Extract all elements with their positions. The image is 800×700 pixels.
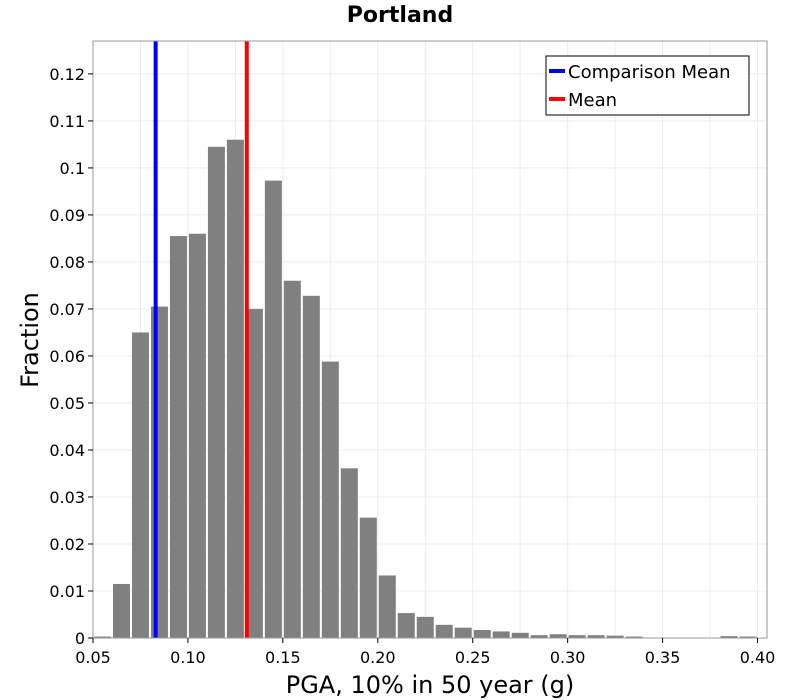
- histogram-bar: [112, 583, 130, 638]
- histogram-bar: [226, 139, 244, 638]
- x-tick-label: 0.35: [645, 648, 681, 667]
- y-tick-label: 0.11: [49, 112, 85, 131]
- legend-label: Mean: [568, 90, 617, 111]
- histogram-bar: [625, 636, 643, 638]
- histogram-bar: [245, 308, 263, 638]
- histogram-bar: [739, 636, 757, 638]
- y-tick-label: 0.08: [49, 253, 85, 272]
- y-tick-label: 0.02: [49, 535, 85, 554]
- x-tick-label: 0.40: [740, 648, 776, 667]
- x-tick-label: 0.10: [170, 648, 206, 667]
- mean-lines: [153, 41, 249, 638]
- y-tick-label: 0: [75, 629, 85, 648]
- x-tick-label: 0.20: [360, 648, 396, 667]
- histogram-bar: [378, 575, 396, 638]
- histogram-bar: [321, 361, 339, 638]
- histogram-bar: [207, 146, 225, 639]
- y-axis-title: Fraction: [16, 292, 44, 388]
- y-tick-label: 0.09: [49, 206, 85, 225]
- plot-frame: [92, 40, 768, 639]
- histogram-bar: [473, 630, 491, 638]
- histogram-bar: [492, 631, 510, 638]
- histogram-bar: [435, 624, 453, 638]
- histogram-bar: [264, 180, 282, 638]
- x-axis-title: PGA, 10% in 50 year (g): [286, 671, 575, 699]
- histogram-bar: [568, 635, 586, 638]
- y-tick-label: 0.06: [49, 347, 85, 366]
- histogram-bar: [340, 468, 358, 638]
- histogram-bar: [454, 627, 472, 638]
- histogram-bar: [188, 233, 206, 638]
- histogram-bar: [283, 280, 301, 638]
- histogram-bars: [94, 139, 757, 639]
- histogram-bar: [397, 613, 415, 638]
- histogram-bar: [302, 295, 320, 638]
- x-axis-ticks: 0.05 0.10 0.15 0.20 0.25 0.30 0.35 0.40: [75, 638, 775, 667]
- histogram-bar: [359, 517, 377, 638]
- y-tick-label: 0.1: [60, 159, 85, 178]
- y-tick-label: 0.07: [49, 300, 85, 319]
- x-tick-label: 0.05: [75, 648, 111, 667]
- histogram-bar: [169, 236, 187, 638]
- y-tick-label: 0.01: [49, 582, 85, 601]
- x-tick-label: 0.15: [265, 648, 301, 667]
- histogram-bar: [587, 635, 605, 638]
- histogram-bar: [530, 635, 548, 638]
- legend-box: [545, 55, 750, 116]
- histogram-bar: [94, 636, 111, 638]
- histogram-bar: [131, 332, 149, 638]
- legend-label: Comparison Mean: [568, 62, 731, 83]
- chart-title: Portland: [347, 3, 453, 28]
- histogram-bar: [150, 306, 168, 638]
- y-tick-label: 0.04: [49, 441, 85, 460]
- histogram-bar: [416, 616, 434, 638]
- histogram-bar: [549, 634, 567, 638]
- x-tick-label: 0.25: [455, 648, 491, 667]
- histogram-bar: [720, 636, 738, 638]
- x-tick-label: 0.30: [550, 648, 586, 667]
- y-tick-label: 0.05: [49, 394, 85, 413]
- y-tick-label: 0.03: [49, 488, 85, 507]
- y-axis-ticks: 0 0.01 0.02 0.03 0.04 0.05 0.06 0.07 0.08 0.09 0.1…: [49, 65, 93, 648]
- legend: Comparison Mean Mean: [545, 55, 750, 116]
- histogram-bar: [511, 632, 529, 638]
- y-tick-label: 0.12: [49, 65, 85, 84]
- histogram-bar: [606, 635, 624, 638]
